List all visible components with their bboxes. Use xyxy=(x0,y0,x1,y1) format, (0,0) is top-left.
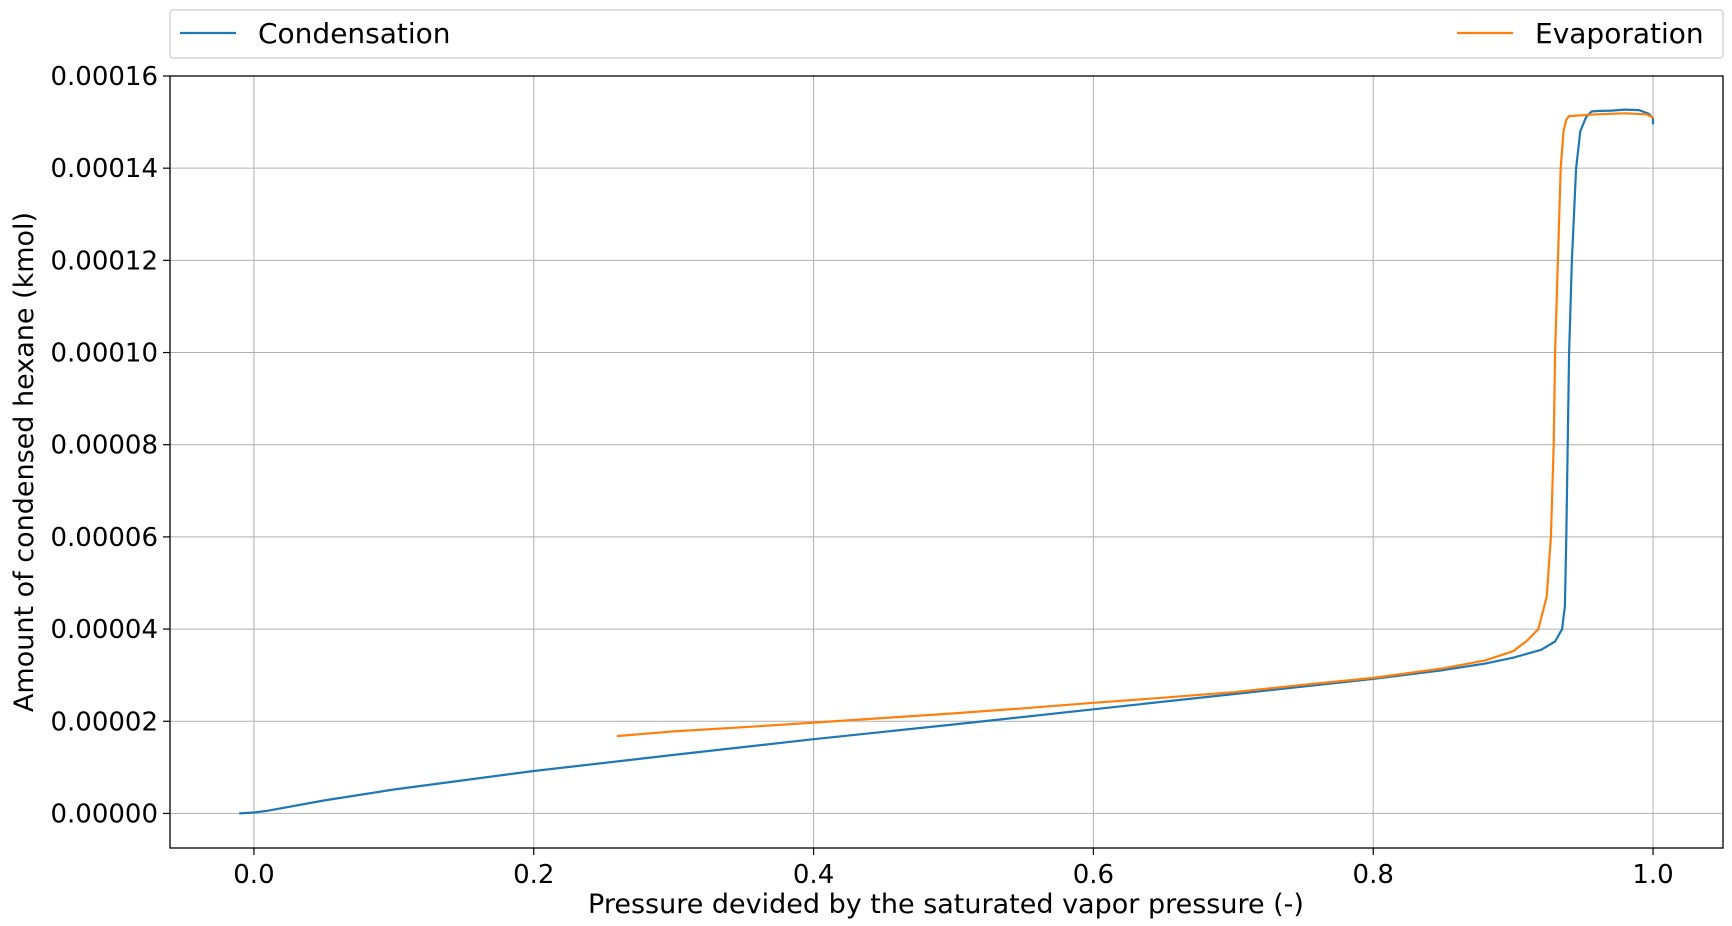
x-tick-label: 0.0 xyxy=(233,860,274,890)
y-tick-label: 0.00012 xyxy=(50,246,158,276)
series-group xyxy=(238,108,1655,815)
x-tick-label: 0.4 xyxy=(793,860,834,890)
axis-ticks: 0.0 0.2 0.4 0.6 0.8 1.0 0.00000 0.00002 0.00004 0… xyxy=(50,62,1673,890)
legend-label-condensation: Condensation xyxy=(258,17,451,50)
legend-label-evaporation: Evaporation xyxy=(1535,17,1704,50)
legend: Condensation Evaporation xyxy=(169,9,1724,59)
y-tick-label: 0.00010 xyxy=(50,339,158,369)
legend-box xyxy=(169,9,1724,59)
x-tick-label: 0.6 xyxy=(1073,860,1114,890)
x-tick-label: 0.8 xyxy=(1353,860,1394,890)
plot-frame xyxy=(169,75,1724,849)
y-tick-label: 0.00002 xyxy=(50,707,158,737)
series-line-condensation xyxy=(238,108,1655,815)
series-line-evaporation xyxy=(616,112,1655,738)
x-tick-label: 0.2 xyxy=(513,860,554,890)
y-tick-label: 0.00004 xyxy=(50,615,158,645)
y-tick-label: 0.00006 xyxy=(50,523,158,553)
y-tick-label: 0.00016 xyxy=(50,62,158,92)
x-axis-label: Pressure devided by the saturated vapor … xyxy=(588,889,1304,920)
x-tick-label: 1.0 xyxy=(1632,860,1673,890)
y-axis-label: Amount of condensed hexane (kmol) xyxy=(9,212,40,712)
grid-lines xyxy=(170,75,1723,848)
y-tick-label: 0.00008 xyxy=(50,431,158,461)
y-tick-label: 0.00000 xyxy=(50,799,158,829)
y-tick-label: 0.00014 xyxy=(50,154,158,184)
